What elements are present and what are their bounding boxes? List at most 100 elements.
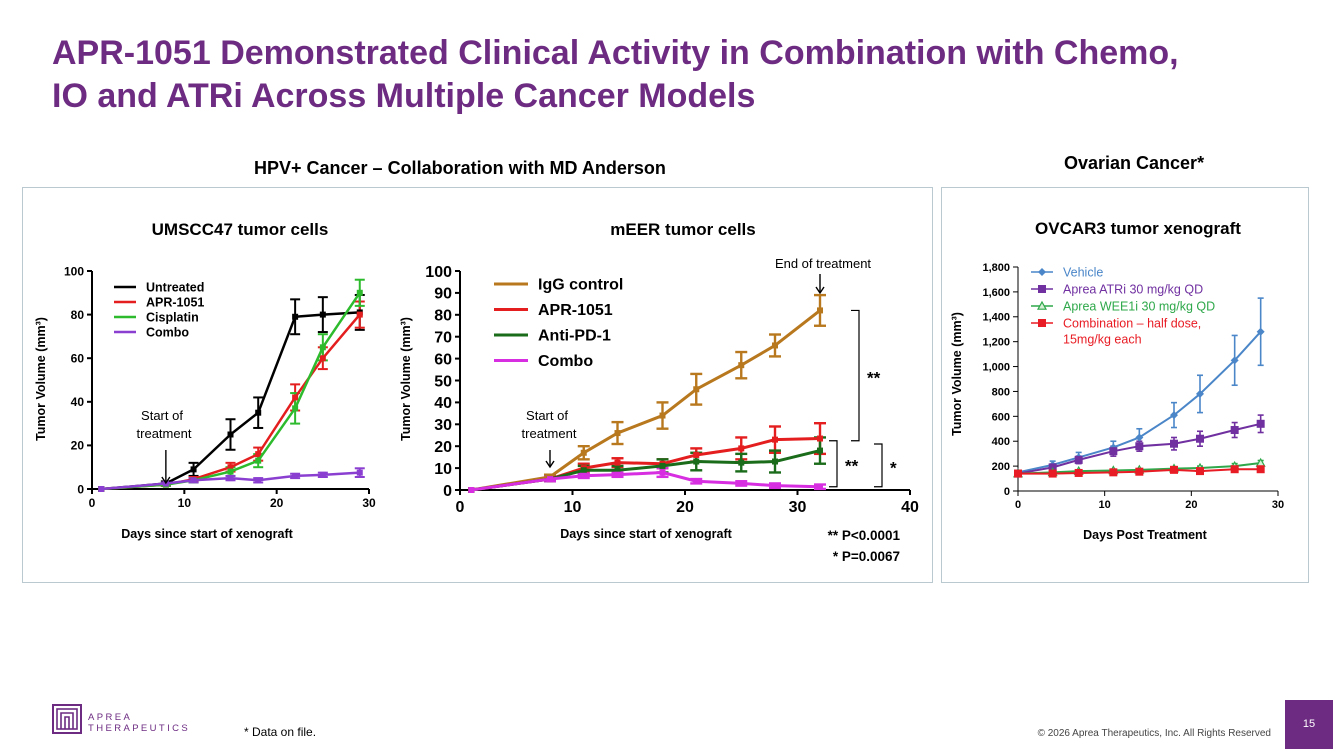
data-point — [1196, 434, 1204, 443]
data-point — [468, 487, 475, 493]
data-point — [580, 472, 587, 479]
x-tick-label: 10 — [564, 499, 582, 516]
logo-text-line2: THERAPEUTICS — [88, 723, 191, 734]
chart-meer: mEER tumor cells 0 10 20 30 40 0 10 20 30 40 50 60 7… — [399, 220, 919, 564]
start-treatment-label-line2: treatment — [137, 426, 192, 441]
data-point — [319, 344, 326, 351]
series-line-4 — [471, 470, 821, 492]
data-point — [659, 412, 666, 419]
data-point — [817, 307, 823, 314]
y-tick-label: 100 — [64, 264, 84, 278]
footnote: * Data on file. — [244, 725, 317, 739]
x-tick-label: 10 — [178, 496, 192, 510]
data-point — [227, 475, 234, 482]
x-tick-label: 0 — [1015, 499, 1021, 511]
significance-bracket — [829, 440, 838, 488]
chart-title: OVCAR3 tumor xenograft — [1035, 219, 1241, 238]
slide-title-line1: APR-1051 Demonstrated Clinical Activity … — [52, 34, 1179, 72]
data-point — [255, 477, 262, 484]
chart-title: UMSCC47 tumor cells — [152, 220, 329, 239]
y-tick-label: 0 — [443, 483, 452, 500]
copyright: © 2026 Aprea Therapeutics, Inc. All Righ… — [1037, 728, 1271, 739]
data-point — [255, 451, 262, 458]
data-point — [772, 436, 778, 443]
data-point — [614, 471, 621, 478]
data-point — [1256, 327, 1265, 336]
end-treatment-label: End of treatment — [775, 256, 871, 271]
data-point — [356, 469, 363, 476]
data-point — [693, 451, 700, 458]
x-tick-label: 20 — [270, 496, 284, 510]
data-point — [255, 409, 262, 416]
y-tick-label: 10 — [434, 461, 452, 478]
y-tick-label: 100 — [425, 264, 452, 281]
data-point — [98, 486, 105, 492]
aprea-logo-icon — [52, 704, 82, 734]
y-tick-label: 0 — [1004, 486, 1010, 498]
data-point — [738, 480, 745, 487]
y-tick-label: 800 — [992, 386, 1010, 398]
data-point — [292, 405, 299, 412]
x-tick-label: 40 — [901, 499, 919, 516]
data-point — [817, 447, 823, 454]
data-point — [292, 472, 299, 479]
legend-label: APR-1051 — [146, 295, 204, 309]
y-tick-label: 40 — [434, 395, 452, 412]
y-tick-label: 1,000 — [982, 362, 1010, 374]
data-point — [1135, 467, 1144, 476]
section-title-ovarian: Ovarian Cancer* — [1064, 153, 1205, 173]
hpv-panel — [22, 187, 933, 583]
data-point — [772, 458, 778, 465]
legend-label: Anti-PD-1 — [538, 328, 611, 345]
data-point — [580, 449, 587, 456]
data-point — [190, 477, 197, 484]
y-tick-label: 200 — [992, 461, 1010, 473]
y-tick-label: 70 — [434, 329, 452, 346]
series-line-3 — [101, 292, 361, 491]
x-axis-label: Days Post Treatment — [1083, 528, 1207, 542]
y-tick-label: 1,200 — [982, 337, 1010, 349]
start-treatment-label-line2: treatment — [522, 426, 577, 441]
data-point — [1170, 411, 1178, 420]
chart-title: mEER tumor cells — [610, 220, 756, 239]
series-line-4 — [101, 471, 360, 491]
significance-label: ** — [845, 457, 859, 476]
slide-title-line2: IO and ATRi Across Multiple Cancer Model… — [52, 77, 756, 115]
legend-label: Combo — [538, 353, 593, 370]
data-point — [614, 467, 621, 474]
data-point — [1014, 469, 1022, 478]
data-point — [1230, 356, 1239, 365]
section-title-hpv: HPV+ Cancer – Collaboration with MD Ande… — [254, 158, 666, 178]
arrow-head — [815, 286, 825, 295]
data-point — [738, 445, 745, 452]
legend-marker — [1036, 300, 1048, 310]
legend-label: Combination – half dose, — [1063, 316, 1201, 330]
data-point — [1074, 468, 1083, 477]
data-point — [693, 386, 700, 393]
y-tick-label: 90 — [434, 286, 452, 303]
y-axis-label: Tumor Volume (mm³) — [950, 312, 964, 436]
chart-ovcar3: OVCAR3 tumor xenograft 0 10 20 30 0 200 400 600… — [950, 219, 1284, 542]
legend-label: Aprea ATRi 30 mg/kg QD — [1063, 282, 1203, 296]
data-point — [1256, 419, 1265, 428]
data-point — [227, 464, 234, 471]
data-point — [227, 431, 234, 438]
data-point — [1135, 442, 1144, 451]
start-treatment-label-line1: Start of — [141, 408, 183, 423]
x-tick-label: 10 — [1099, 499, 1111, 511]
page-number: 15 — [1285, 700, 1333, 749]
data-point — [772, 482, 778, 489]
data-point — [1135, 433, 1144, 442]
legend-label: Cisplatin — [146, 310, 199, 324]
data-point — [319, 471, 326, 478]
data-point — [227, 468, 234, 475]
data-point — [1196, 389, 1204, 398]
legend-marker — [1038, 285, 1046, 293]
y-tick-label: 1,600 — [982, 287, 1010, 299]
y-tick-label: 0 — [77, 482, 84, 496]
y-tick-label: 600 — [992, 411, 1010, 423]
aprea-logo: APREA THERAPEUTICS — [52, 704, 192, 736]
data-point — [738, 362, 745, 369]
y-axis-label: Tumor Volume (mm³) — [34, 317, 48, 441]
data-point — [292, 394, 299, 401]
